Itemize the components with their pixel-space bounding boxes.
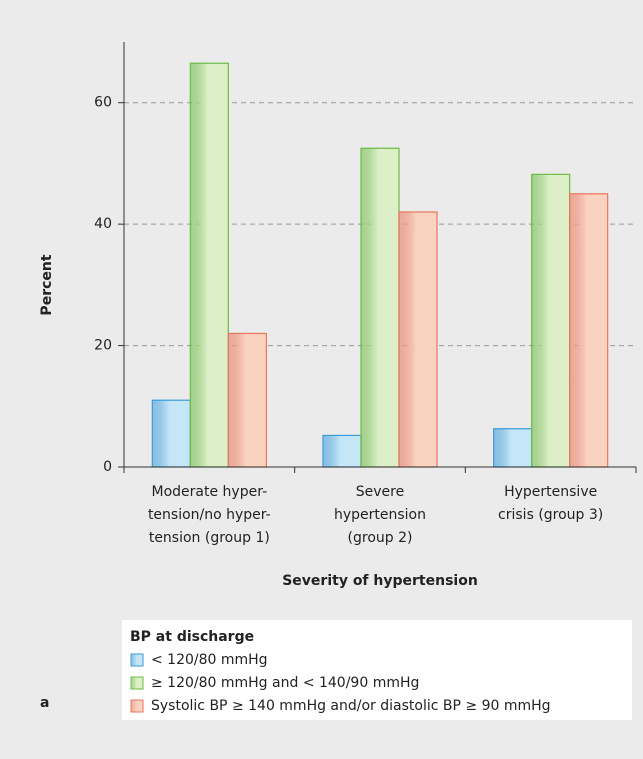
x-tick-label: tension (group 1) bbox=[149, 530, 270, 546]
x-tick-label: Severe bbox=[356, 484, 404, 500]
x-tick-label: crisis (group 3) bbox=[498, 507, 603, 523]
bar bbox=[189, 62, 229, 468]
legend-label: Systolic BP ≥ 140 mmHg and/or diastolic … bbox=[151, 698, 551, 714]
y-tick-label: 40 bbox=[94, 216, 112, 232]
bar bbox=[398, 211, 438, 468]
x-tick-label: tension/no hyper- bbox=[148, 507, 271, 523]
bar bbox=[360, 147, 400, 468]
y-tick-label: 60 bbox=[94, 95, 112, 111]
legend-title: BP at discharge bbox=[130, 629, 254, 645]
x-tick-label: Hypertensive bbox=[504, 484, 597, 500]
legend-swatch bbox=[130, 653, 144, 667]
panel-label: a bbox=[40, 695, 49, 711]
bar bbox=[227, 332, 267, 468]
legend-swatch bbox=[130, 676, 144, 690]
y-tick-label: 20 bbox=[94, 338, 112, 354]
bar bbox=[531, 173, 571, 468]
bar bbox=[569, 193, 609, 468]
legend-label: ≥ 120/80 mmHg and < 140/90 mmHg bbox=[151, 675, 419, 691]
bar bbox=[322, 434, 362, 468]
x-tick-label: (group 2) bbox=[348, 530, 413, 546]
bar bbox=[151, 399, 191, 468]
y-tick-label: 0 bbox=[103, 459, 112, 475]
legend-label: < 120/80 mmHg bbox=[151, 652, 268, 668]
legend-swatch bbox=[130, 699, 144, 713]
y-axis-title: Percent bbox=[39, 254, 55, 315]
x-axis-title: Severity of hypertension bbox=[282, 573, 478, 589]
x-tick-label: hypertension bbox=[334, 507, 426, 523]
legend-box bbox=[122, 620, 632, 720]
bar bbox=[493, 428, 533, 468]
x-tick-label: Moderate hyper- bbox=[152, 484, 268, 500]
